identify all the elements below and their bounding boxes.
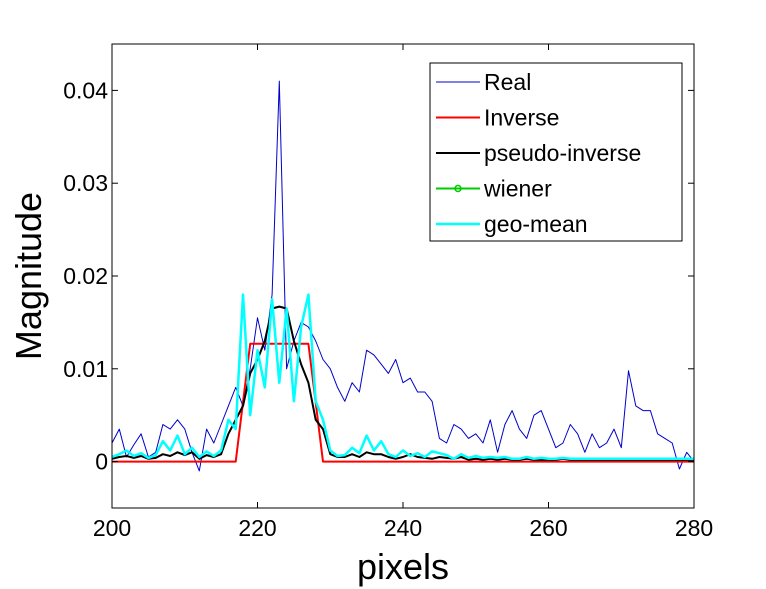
legend-items: Real Inverse pseudo-inverse wiener geo-mean: [436, 69, 641, 237]
x-tick-label: 220: [238, 515, 276, 541]
x-tick-label: 280: [675, 515, 713, 541]
legend-label-inverse: Inverse: [484, 105, 559, 131]
y-tick-label: 0.04: [63, 77, 108, 103]
x-tick-label: 240: [384, 515, 422, 541]
legend-label-pseudo-inverse: pseudo-inverse: [484, 140, 641, 166]
y-tick-label: 0.03: [63, 170, 108, 196]
legend-label-geo-mean: geo-mean: [484, 211, 588, 237]
y-axis-label: Magnitude: [8, 192, 49, 360]
legend-marker-wiener: [454, 184, 462, 193]
x-axis-label: pixels: [357, 546, 449, 587]
tick-layer: 200 220 240 260 280 0 0.01 0.02 0.03 0.04: [63, 44, 713, 541]
y-tick-label: 0.02: [63, 263, 108, 289]
y-tick-label: 0.01: [63, 356, 108, 382]
x-tick-label: 260: [529, 515, 567, 541]
series-line-geo-mean: [112, 293, 694, 461]
x-tick-label: 200: [93, 515, 131, 541]
series-line-inverse: [112, 342, 694, 463]
legend-label-real: Real: [484, 69, 531, 95]
series-layer: [112, 80, 694, 472]
series-line-real: [112, 80, 694, 472]
y-tick-label: 0: [95, 449, 108, 475]
legend-label-wiener: wiener: [483, 176, 552, 202]
legend: Real Inverse pseudo-inverse wiener geo-mean: [429, 62, 683, 242]
